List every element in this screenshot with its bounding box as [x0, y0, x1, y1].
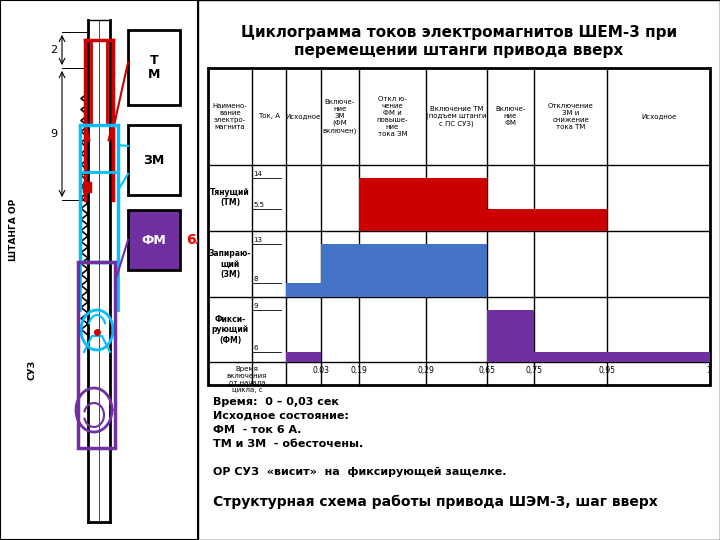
- Text: Ток, А: Ток, А: [258, 113, 280, 119]
- Text: Тянущий
(ТМ): Тянущий (ТМ): [210, 188, 250, 207]
- Text: Исходное состояние:: Исходное состояние:: [213, 411, 349, 421]
- Text: 0,19: 0,19: [350, 366, 367, 375]
- Text: ШТАНГА ОР: ШТАНГА ОР: [9, 199, 19, 261]
- Bar: [359, 178, 487, 209]
- Text: Отключение
ЗМ и
снижение
тока ТМ: Отключение ЗМ и снижение тока ТМ: [548, 103, 593, 130]
- Text: Циклограмма токов электромагнитов ШЕМ-3 при: Циклограмма токов электромагнитов ШЕМ-3 …: [241, 24, 677, 39]
- Bar: [80, 125, 118, 262]
- Text: Время
включения
от начала
цикла, с: Время включения от начала цикла, с: [227, 366, 267, 393]
- Text: Включение ТМ
(подъем штанги
с ПС СУЗ): Включение ТМ (подъем штанги с ПС СУЗ): [426, 106, 487, 127]
- Bar: [83, 182, 91, 192]
- Text: Исходное: Исходное: [286, 113, 321, 119]
- Text: ЗМ: ЗМ: [143, 153, 165, 166]
- Bar: [128, 30, 180, 105]
- Text: 0,29: 0,29: [418, 366, 435, 375]
- Bar: [128, 125, 180, 195]
- Text: 9: 9: [50, 129, 57, 139]
- Text: Включе-
ние
ЗМ
(ФМ
включен): Включе- ние ЗМ (ФМ включен): [323, 99, 357, 134]
- Text: 5.5: 5.5: [253, 202, 264, 208]
- Text: Откл ю-
чение
ФМ и
повыше-
ние
тока ЗМ: Откл ю- чение ФМ и повыше- ние тока ЗМ: [377, 96, 408, 137]
- Text: 2: 2: [50, 45, 57, 55]
- Text: Структурная схема работы привода ШЭМ-3, шаг вверх: Структурная схема работы привода ШЭМ-3, …: [213, 495, 658, 509]
- Text: Наимено-
вание
электро-
магнита: Наимено- вание электро- магнита: [212, 103, 248, 130]
- Text: 6: 6: [253, 345, 258, 351]
- Text: Исходное: Исходное: [641, 113, 676, 119]
- Text: ОР СУЗ  «висит»  на  фиксирующей защелке.: ОР СУЗ «висит» на фиксирующей защелке.: [213, 467, 506, 477]
- Text: 0,75: 0,75: [526, 366, 543, 375]
- Bar: [321, 244, 487, 282]
- Text: ФМ: ФМ: [142, 233, 166, 246]
- Text: 14: 14: [253, 171, 262, 177]
- Bar: [78, 262, 115, 448]
- Text: перемещении штанги привода вверх: перемещении штанги привода вверх: [294, 43, 624, 57]
- Bar: [286, 352, 321, 362]
- Text: 13: 13: [253, 237, 262, 243]
- Text: Фикси-
рующий
(ФМ): Фикси- рующий (ФМ): [212, 315, 248, 345]
- Text: Время:  0 – 0,03 сек: Время: 0 – 0,03 сек: [213, 397, 339, 407]
- Text: 1: 1: [706, 366, 711, 375]
- Bar: [487, 310, 534, 352]
- Text: ТМ и ЗМ  - обесточены.: ТМ и ЗМ - обесточены.: [213, 439, 364, 449]
- Text: ФМ  - ток 6 А.: ФМ - ток 6 А.: [213, 425, 302, 435]
- Text: 8: 8: [253, 275, 258, 281]
- Text: Запираю-
щий
(ЗМ): Запираю- щий (ЗМ): [209, 249, 251, 279]
- Bar: [89, 21, 109, 521]
- Bar: [128, 210, 180, 270]
- Bar: [359, 209, 607, 231]
- Text: 0,65: 0,65: [478, 366, 495, 375]
- Text: Т
М: Т М: [148, 53, 160, 82]
- Text: 0,95: 0,95: [598, 366, 616, 375]
- Text: 0.03: 0.03: [312, 366, 330, 375]
- Text: 9: 9: [253, 303, 258, 309]
- Bar: [487, 352, 607, 362]
- Text: Включе-
ние
ФМ: Включе- ние ФМ: [495, 106, 526, 126]
- Text: 6А: 6А: [186, 233, 207, 247]
- Bar: [208, 68, 710, 385]
- Bar: [286, 282, 487, 297]
- Bar: [607, 352, 710, 362]
- Text: СУЗ: СУЗ: [27, 360, 37, 380]
